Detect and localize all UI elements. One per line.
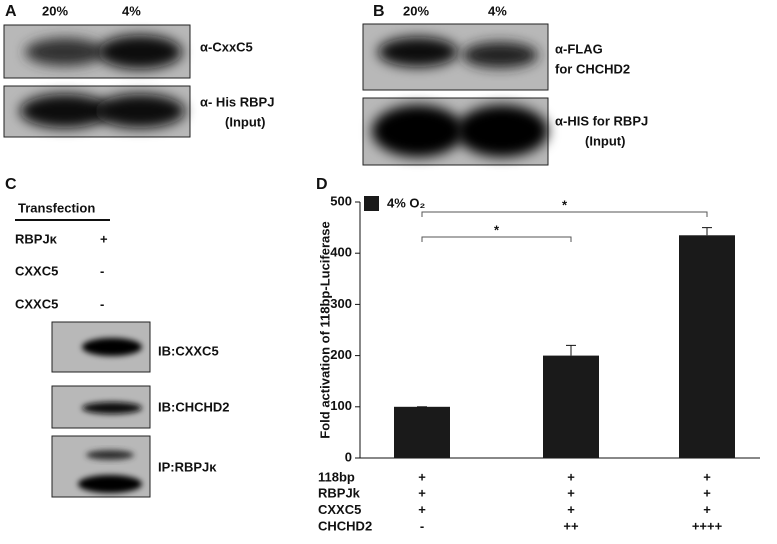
row-mark: + [100,231,108,246]
bar [679,235,735,458]
y-tick-label: 500 [330,193,352,208]
row-mark: - [100,296,104,311]
condition-mark: + [567,469,575,484]
condition-mark: ++++ [692,518,723,533]
condition-mark: - [420,518,424,533]
blot-label: IP:RBPJκ [158,459,217,474]
significance-label: * [562,197,568,212]
significance-bracket [421,236,572,242]
error-bar [702,227,712,236]
y-tick-label: 400 [330,245,352,260]
condition-mark: + [703,502,711,517]
blot-label: for CHCHD2 [555,61,630,76]
condition-mark: + [567,486,575,501]
blot-label: IB:CXXC5 [158,343,219,358]
lane-label: 20% [403,3,429,18]
condition-mark: + [703,486,711,501]
blot-label: IB:CHCHD2 [158,399,230,414]
blot-label: (Input) [225,114,265,129]
condition-mark: + [703,469,711,484]
blot [3,24,191,79]
blot [3,85,191,138]
blot [51,385,151,429]
blot-label: α-HIS for RBPJ [555,113,648,128]
condition-mark: ++ [563,518,579,533]
significance-bracket [421,211,708,217]
y-tick-label: 100 [330,398,352,413]
lane-label: 4% [122,3,141,18]
condition-mark: + [418,486,426,501]
y-axis-title: Fold activation of 118bp-Luciferase [317,221,332,438]
bar [543,355,599,458]
lane-label: 4% [488,3,507,18]
blot-label: α-CxxC5 [200,39,253,54]
blot [362,97,549,166]
row-label: CXXC5 [15,263,58,278]
panel-label: A [5,3,17,20]
significance-label: * [494,222,500,237]
row-label: CXXC5 [15,296,58,311]
y-tick-label: 200 [330,347,352,362]
lane-label: 20% [42,3,68,18]
blot-label: α-FLAG [555,41,603,56]
panel-label: B [373,3,385,20]
row-label: RBPJκ [15,231,58,246]
legend-label: 4% O₂ [387,195,426,210]
condition-label: CHCHD2 [318,518,372,533]
bar [394,406,450,458]
condition-mark: + [418,502,426,517]
blot-label: α- His RBPJ [200,94,274,109]
panel-label: D [316,176,328,193]
blot [51,321,151,373]
condition-mark: + [567,502,575,517]
condition-label: 118bp [318,469,355,484]
header: Transfection [18,200,95,215]
panel-label: C [5,176,17,193]
condition-mark: + [418,469,426,484]
error-bar [566,344,576,356]
legend-swatch [364,196,379,211]
y-tick-label: 0 [345,449,352,464]
condition-label: CXXC5 [318,502,361,517]
blot [362,23,549,91]
condition-label: RBPJk [318,486,361,501]
blot [51,435,151,498]
blot-label: (Input) [585,133,625,148]
row-mark: - [100,263,104,278]
y-tick-label: 300 [330,296,352,311]
